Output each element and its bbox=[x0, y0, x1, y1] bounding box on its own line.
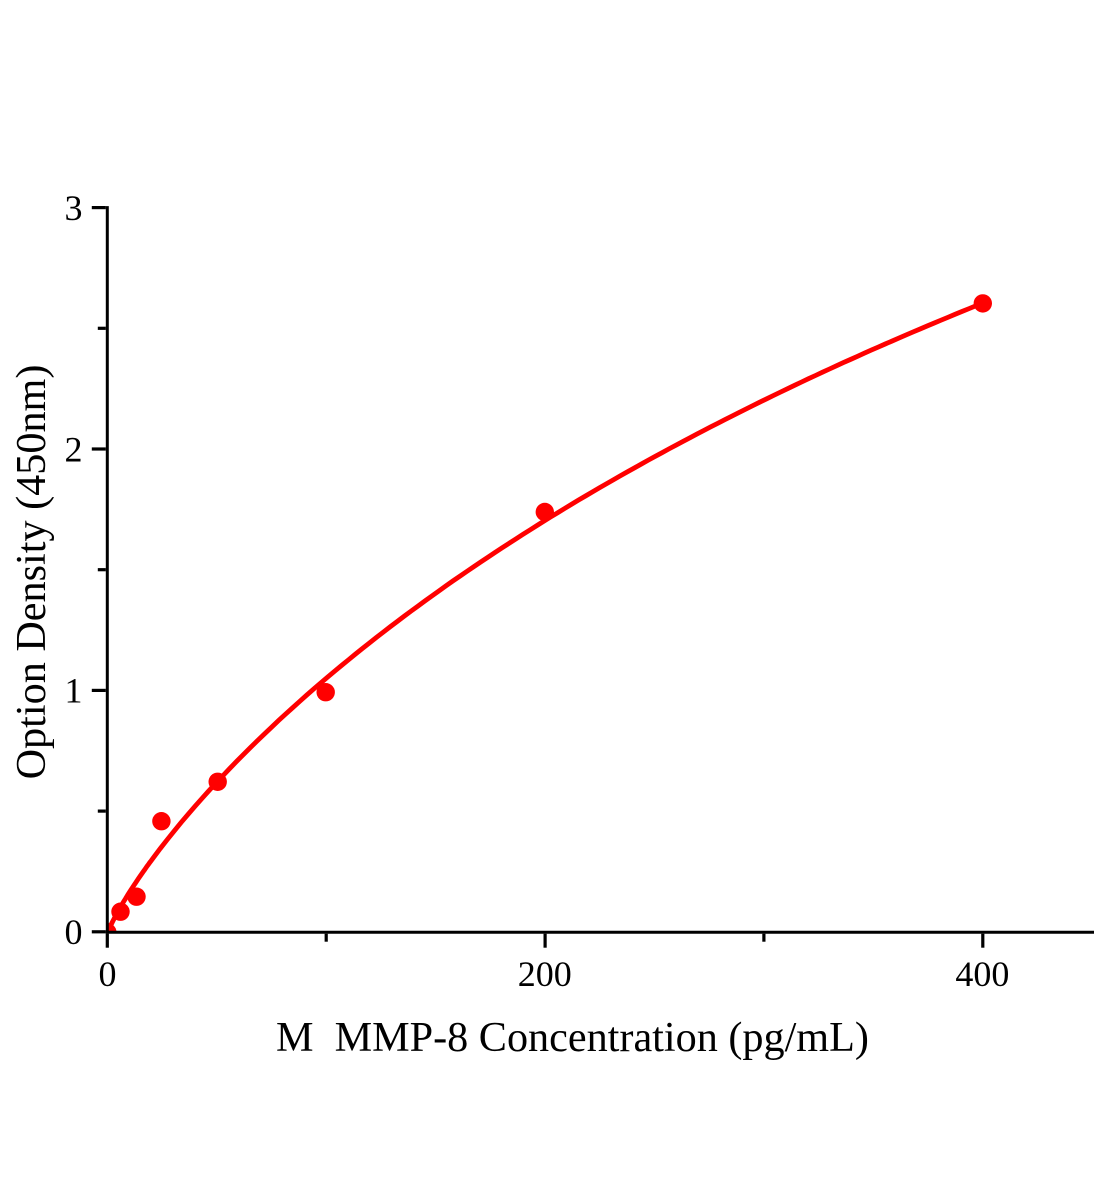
svg-text:Option Density (450nm): Option Density (450nm) bbox=[8, 365, 55, 780]
svg-text:0: 0 bbox=[65, 912, 83, 952]
svg-text:400: 400 bbox=[955, 954, 1009, 994]
svg-text:1: 1 bbox=[65, 671, 83, 711]
svg-text:0: 0 bbox=[99, 954, 117, 994]
svg-text:200: 200 bbox=[518, 954, 572, 994]
svg-text:2: 2 bbox=[65, 429, 83, 469]
svg-text:M MMP-8 Concentration (pg/mL): M MMP-8 Concentration (pg/mL) bbox=[276, 1014, 869, 1061]
svg-text:3: 3 bbox=[65, 188, 83, 228]
